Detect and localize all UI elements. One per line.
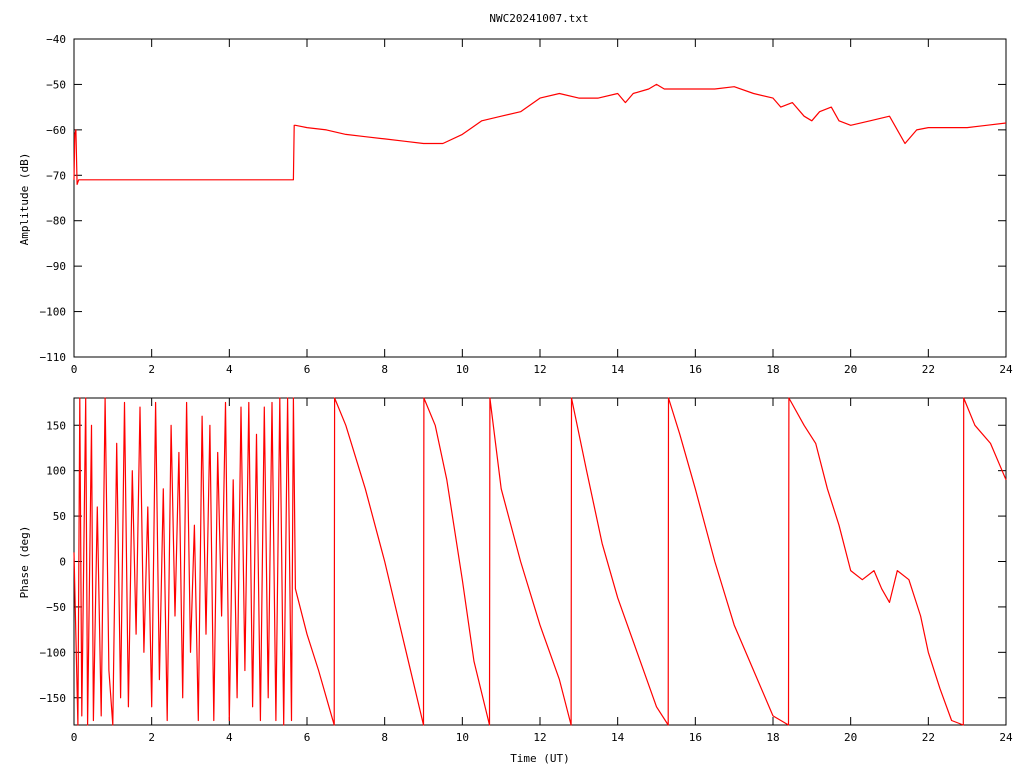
ph-x-tick-label: 18	[766, 731, 779, 744]
amp-x-tick-label: 8	[381, 363, 388, 376]
amp-x-tick-label: 16	[689, 363, 702, 376]
amplitude-y-axis-label: Amplitude (dB)	[18, 153, 31, 246]
amp-x-tick-label: 24	[999, 363, 1013, 376]
amplitude-y-ticks: −40 −50 −60 −70 −80 −90 −100 −110	[40, 33, 1006, 364]
amp-x-tick-label: 14	[611, 363, 625, 376]
ph-y-tick-label: −150	[40, 692, 67, 705]
amp-y-tick-label: −100	[40, 306, 67, 319]
ph-x-tick-label: 20	[844, 731, 857, 744]
ph-y-tick-label: −50	[46, 601, 66, 614]
ph-y-tick-label: 150	[46, 419, 66, 432]
ph-x-tick-label: 6	[304, 731, 311, 744]
ph-x-tick-label: 0	[71, 731, 78, 744]
phase-x-axis-label: Time (UT)	[510, 752, 570, 765]
amp-x-tick-label: 2	[148, 363, 155, 376]
chart-title: NWC20241007.txt	[489, 12, 588, 25]
ph-x-tick-label: 12	[533, 731, 546, 744]
amplitude-x-ticks: 0 2 4 6 8 10 12 14 16 18 20 22 24	[71, 39, 1013, 376]
amp-y-tick-label: −80	[46, 215, 66, 228]
amp-x-tick-label: 10	[456, 363, 469, 376]
amp-y-tick-label: −70	[46, 169, 66, 182]
amp-x-tick-label: 12	[533, 363, 546, 376]
amp-x-tick-label: 0	[71, 363, 78, 376]
ph-x-tick-label: 2	[148, 731, 155, 744]
amp-x-tick-label: 18	[766, 363, 779, 376]
ph-series-line-0	[73, 397, 1007, 726]
amplitude-panel: −40−50−60−70−80−90−100−110 0 2 4 6 8 10 12 14 16…	[18, 33, 1013, 376]
amp-y-tick-label: −60	[46, 124, 66, 137]
phase-x-ticks: 0 2 4 6 8 10 12 14 16 18 20 22 24	[71, 398, 1013, 744]
ph-x-tick-label: 8	[381, 731, 388, 744]
amp-series-line-0	[73, 83, 1007, 185]
phase-y-axis-label: Phase (deg)	[18, 526, 31, 599]
amp-x-tick-label: 4	[226, 363, 233, 376]
ph-x-tick-label: 24	[999, 731, 1013, 744]
amp-x-tick-label: 22	[922, 363, 935, 376]
amp-y-tick-label: −110	[40, 351, 67, 364]
ph-x-tick-label: 14	[611, 731, 625, 744]
amp-y-tick-label: −90	[46, 260, 66, 273]
amp-x-tick-label: 20	[844, 363, 857, 376]
ph-x-tick-label: 4	[226, 731, 233, 744]
amp-y-tick-label: −50	[46, 78, 66, 91]
ph-y-tick-label: 50	[53, 510, 66, 523]
phase-y-ticks: 150 100 50 0 −50 −100 −150	[40, 419, 1006, 705]
ph-x-tick-label: 10	[456, 731, 469, 744]
ph-y-tick-label: −100	[40, 646, 67, 659]
ph-y-tick-label: 100	[46, 465, 66, 478]
phase-trace	[73, 397, 1007, 726]
amplitude-plot-frame	[73, 38, 1007, 358]
ph-x-tick-label: 22	[922, 731, 935, 744]
amp-x-tick-label: 6	[304, 363, 311, 376]
ph-y-tick-label: 0	[59, 556, 66, 569]
amp-y-tick-label: −40	[46, 33, 66, 46]
ph-x-tick-label: 16	[689, 731, 702, 744]
amplitude-trace	[73, 83, 1007, 185]
